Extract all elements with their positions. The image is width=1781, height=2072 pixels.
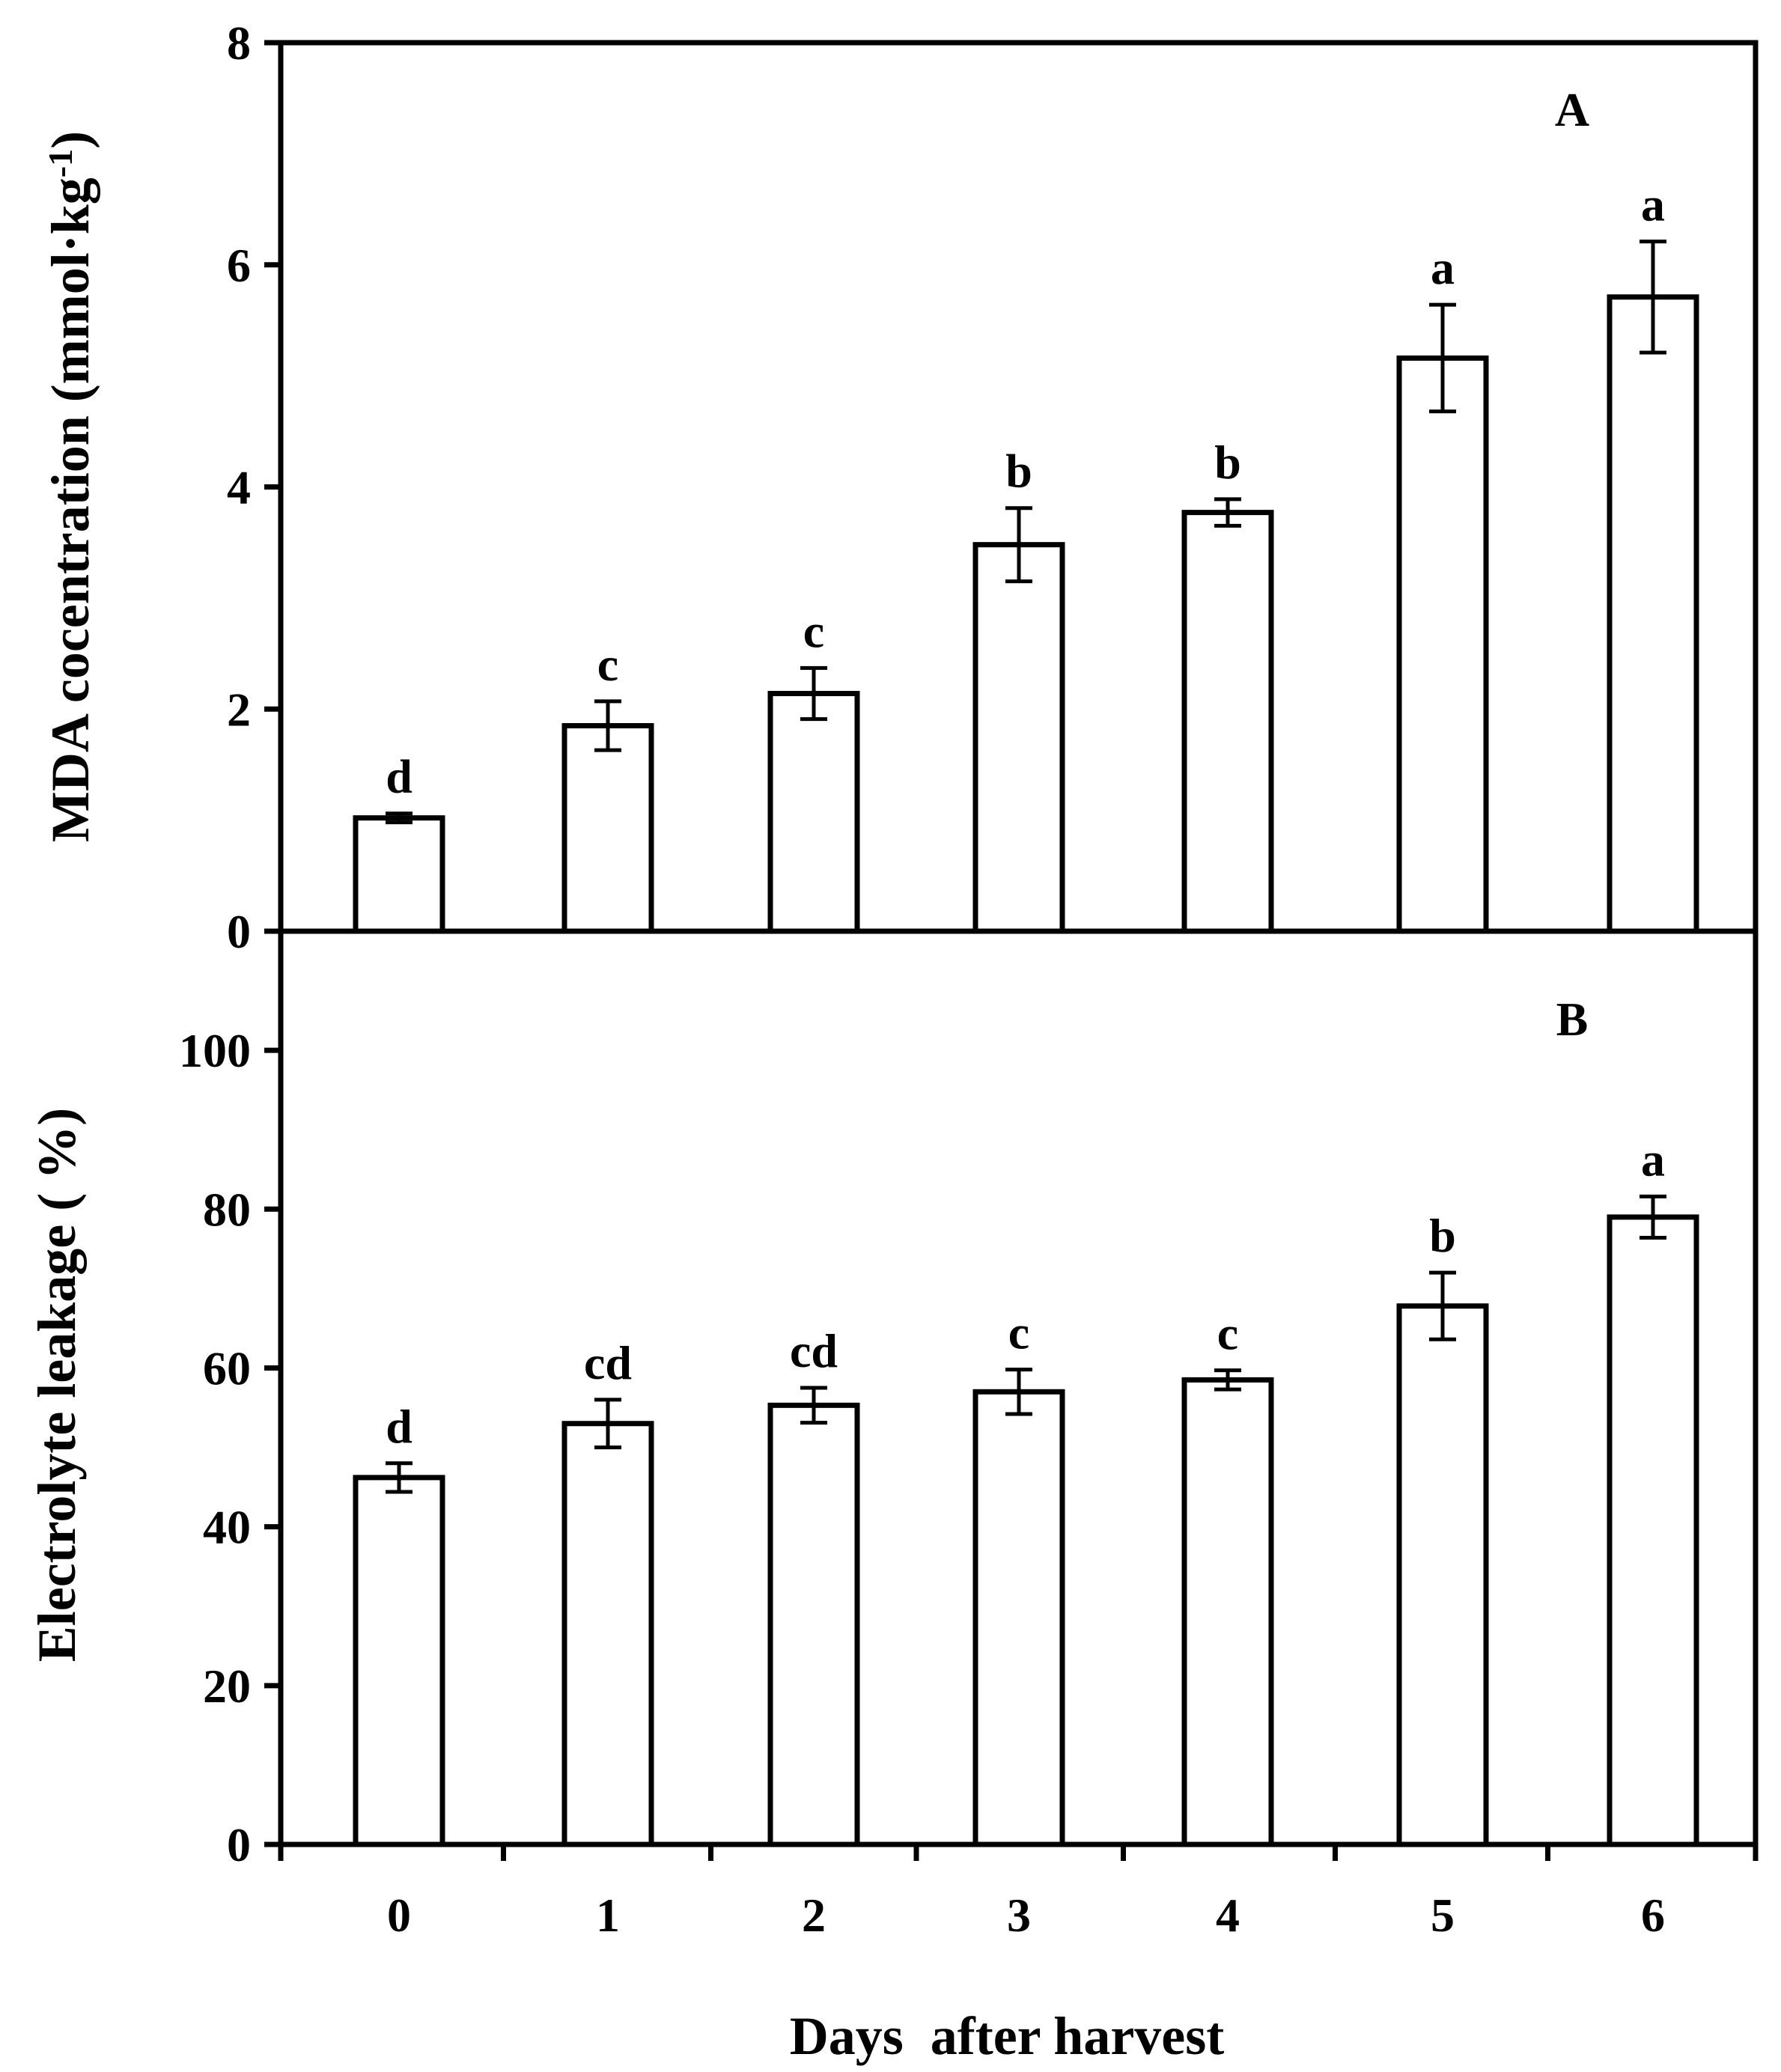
panel-b-error-bar: [386, 1461, 412, 1494]
panel-b-bar: [767, 1402, 860, 1847]
panel-b-error-bar: [594, 1398, 621, 1450]
panel-a-significance-label: d: [386, 750, 412, 803]
panel-b-bar: [561, 1421, 654, 1847]
panel-a-significance-label: b: [1005, 445, 1032, 498]
panel-b-label: B: [1556, 993, 1589, 1046]
panel-a-y-tick-label: 4: [227, 461, 251, 514]
panel-a-significance-label: c: [597, 638, 618, 691]
panel-b-y-tick-label: 20: [203, 1660, 251, 1713]
panel-a-error-bar: [800, 665, 827, 722]
panel-b-bar: [972, 1389, 1065, 1847]
panel-a-error-bar: [1640, 240, 1666, 355]
panel-a-y-tick-label: 8: [227, 16, 251, 70]
panel-a-y-tick-label: 0: [227, 905, 251, 958]
panel-a-y-axis-title: MDA cocentration (mmol·kg-1): [40, 131, 100, 842]
x-tick-label: 0: [387, 1889, 411, 1942]
panel-b-y-tick-label: 0: [227, 1818, 251, 1871]
x-axis-title: Days after harvest: [790, 2006, 1225, 2066]
panel-b-bar: [1607, 1214, 1699, 1847]
panel-b-y-tick-label: 40: [203, 1501, 251, 1554]
panel-a-bar: [1607, 294, 1699, 934]
panel-b-significance-label: b: [1429, 1209, 1456, 1262]
panel-a-bar: [767, 690, 860, 934]
panel-b-significance-label: cd: [584, 1336, 632, 1389]
panel-a-significance-label: a: [1641, 178, 1665, 231]
panel-a: 0 2 4 6 8 d c c b b a a A MDA cocentration (mmol·kg…: [40, 16, 1759, 958]
panel-b-significance-label: c: [1008, 1306, 1029, 1359]
panel-b-error-bar: [1005, 1368, 1032, 1416]
x-tick-label: 4: [1216, 1889, 1240, 1942]
panel-a-error-bar: [594, 699, 621, 752]
x-tick-label: 5: [1431, 1889, 1455, 1942]
panel-b-bar: [353, 1475, 445, 1847]
panel-a-bar: [1181, 510, 1274, 934]
panel-a-error-bar: [1005, 506, 1032, 584]
panel-a-error-bar: [1214, 497, 1241, 528]
x-axis: 0 1 2 3 4 5 6: [278, 1844, 1759, 1942]
x-tick-label: 1: [596, 1889, 620, 1942]
panel-a-significance-label: b: [1214, 436, 1241, 489]
panel-b-y-tick-label: 100: [179, 1024, 251, 1077]
x-tick-label: 6: [1641, 1889, 1665, 1942]
panel-b-error-bar: [800, 1386, 827, 1425]
panel-b-significance-label: cd: [790, 1324, 838, 1377]
panel-b: 0 20 40 60 80 100 d cd cd c c b a B Electrolyte leak…: [27, 928, 1759, 1871]
panel-b-y-axis-title: Electrolyte leakage ( %): [27, 1108, 87, 1662]
panel-a-label: A: [1555, 83, 1589, 136]
panel-a-y-tick-label: 6: [227, 239, 251, 292]
panel-a-error-bar: [1429, 302, 1456, 414]
panel-b-significance-label: c: [1217, 1307, 1238, 1360]
panel-a-bar: [972, 542, 1065, 934]
panel-a-bar: [1396, 355, 1489, 934]
panel-a-bar: [561, 723, 654, 934]
panel-b-error-bar: [1429, 1270, 1456, 1341]
panel-a-significance-label: a: [1431, 241, 1455, 294]
panel-a-error-bar: [386, 811, 412, 825]
panel-b-error-bar: [1214, 1368, 1241, 1392]
x-tick-label: 2: [802, 1889, 826, 1942]
panel-a-significance-label: c: [803, 604, 824, 657]
panel-a-bar: [353, 815, 445, 934]
panel-b-y-tick-label: 80: [203, 1183, 251, 1236]
panel-b-significance-label: a: [1641, 1133, 1665, 1186]
panel-b-error-bar: [1640, 1194, 1666, 1240]
x-tick-label: 3: [1007, 1889, 1031, 1942]
panel-b-bar: [1181, 1377, 1274, 1847]
panel-a-y-tick-label: 2: [227, 683, 251, 736]
panel-b-significance-label: d: [386, 1400, 412, 1453]
panel-b-y-tick-label: 60: [203, 1341, 251, 1395]
panel-b-bar: [1396, 1303, 1489, 1847]
